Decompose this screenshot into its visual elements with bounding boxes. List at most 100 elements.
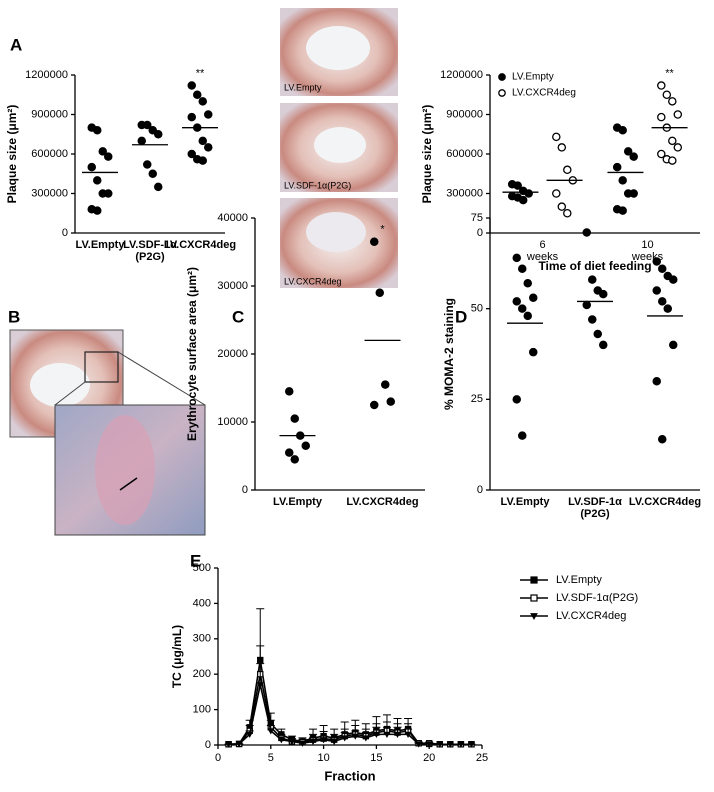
data-point xyxy=(198,97,207,106)
legend-marker xyxy=(498,89,506,97)
image-label: LV.SDF-1α(P2G) xyxy=(284,180,351,190)
data-point xyxy=(668,136,677,146)
data-point xyxy=(457,741,465,748)
data-point xyxy=(673,110,683,119)
data-point xyxy=(618,176,627,185)
data-point xyxy=(563,208,572,218)
data-point xyxy=(284,448,294,457)
data-point xyxy=(668,97,677,106)
data-point xyxy=(225,741,233,748)
data-point xyxy=(668,156,677,165)
y-tick-label: 1200000 xyxy=(440,69,483,81)
data-point xyxy=(657,81,666,90)
y-tick-label: 300000 xyxy=(31,187,68,199)
panel-b-image xyxy=(9,329,206,536)
data-point xyxy=(612,162,622,172)
data-point xyxy=(599,289,608,299)
data-point xyxy=(198,156,207,165)
y-axis-label: Plaque size (μm²) xyxy=(420,105,434,204)
data-point xyxy=(657,112,666,122)
data-point xyxy=(557,143,567,152)
legend-marker xyxy=(530,613,538,621)
histology-images: LV.Empty LV.SDF-1α(P2G) LV.CXCR4deg xyxy=(280,8,398,288)
lumen xyxy=(30,363,90,407)
legend-label: LV.SDF-1α(P2G) xyxy=(556,592,638,604)
data-point xyxy=(93,206,102,215)
data-point xyxy=(518,304,527,313)
data-point xyxy=(148,126,157,135)
data-point xyxy=(369,237,379,247)
data-point xyxy=(669,275,678,284)
data-point xyxy=(362,735,370,742)
data-point xyxy=(657,149,666,159)
panel-label: A xyxy=(10,35,22,54)
x-tick-label: LV.Empty xyxy=(76,239,126,251)
data-point xyxy=(662,90,672,100)
y-tick-label: 10000 xyxy=(217,416,248,428)
data-point xyxy=(142,120,152,130)
data-point xyxy=(192,90,202,100)
image-label: LV.CXCR4deg xyxy=(284,276,342,286)
data-point xyxy=(552,189,561,198)
x-tick-label: 5 xyxy=(268,752,274,764)
y-tick-label: 300000 xyxy=(446,187,483,199)
data-point xyxy=(383,731,391,739)
legend-label: LV.Empty xyxy=(512,72,554,83)
data-point xyxy=(618,206,627,215)
data-point xyxy=(673,143,683,152)
data-point xyxy=(372,731,380,739)
data-point xyxy=(436,741,444,748)
data-point xyxy=(599,340,608,350)
x-tick-label: 10 xyxy=(317,752,329,764)
y-tick-label: 900000 xyxy=(31,108,68,120)
data-point xyxy=(415,741,423,748)
data-point xyxy=(290,414,299,423)
data-point xyxy=(669,340,678,350)
data-point xyxy=(652,286,662,295)
data-point xyxy=(467,741,475,748)
x-tick-label: LV.SDF-1α (P2G) xyxy=(123,239,177,263)
y-axis-label: Plaque size (μm²) xyxy=(5,105,19,204)
y-tick-label: 200 xyxy=(193,668,211,680)
data-point xyxy=(582,228,592,237)
data-point xyxy=(404,731,412,739)
data-point xyxy=(187,112,196,122)
data-point xyxy=(284,387,294,396)
y-tick-label: 40000 xyxy=(217,212,248,224)
x-tick-label: LV.CXCR4deg xyxy=(164,239,236,251)
y-tick-label: 600000 xyxy=(31,148,68,160)
zoom-line xyxy=(54,381,86,406)
legend-label: LV.CXCR4deg xyxy=(512,88,576,99)
data-point xyxy=(203,110,213,119)
data-point xyxy=(148,169,157,178)
x-tick-label: LV.CXCR4deg xyxy=(346,496,418,508)
data-point xyxy=(512,297,522,306)
data-point xyxy=(290,455,299,464)
data-point xyxy=(563,165,572,175)
data-point xyxy=(629,189,638,198)
x-tick-label: 0 xyxy=(215,752,221,764)
legend-marker xyxy=(530,594,538,602)
data-point xyxy=(301,441,310,451)
data-point xyxy=(93,176,102,185)
legend-marker xyxy=(498,73,506,81)
y-tick-label: 1200000 xyxy=(25,69,68,81)
data-point xyxy=(629,152,638,161)
data-point xyxy=(277,737,285,744)
data-point xyxy=(320,737,328,744)
panel-label: D xyxy=(455,307,467,326)
y-tick-label: 25 xyxy=(471,393,483,405)
lumen xyxy=(314,127,366,163)
x-axis-label: Fraction xyxy=(324,768,375,783)
data-point xyxy=(198,136,207,146)
x-tick-label: LV.CXCR4deg xyxy=(629,496,701,508)
data-point xyxy=(512,253,522,263)
x-tick-label: 15 xyxy=(370,752,382,764)
significance: ** xyxy=(196,67,205,79)
data-point xyxy=(658,434,667,444)
panel-label: E xyxy=(190,551,201,570)
data-point xyxy=(513,181,522,190)
data-point xyxy=(299,740,306,747)
y-tick-label: 30000 xyxy=(217,280,248,292)
data-point xyxy=(93,126,102,135)
